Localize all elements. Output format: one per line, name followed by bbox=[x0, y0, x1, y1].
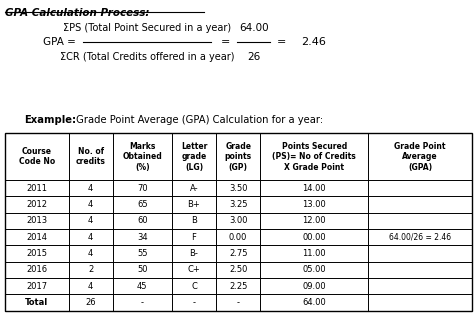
Text: 09.00: 09.00 bbox=[302, 282, 326, 291]
Text: 13.00: 13.00 bbox=[302, 200, 326, 209]
Text: 2.25: 2.25 bbox=[229, 282, 247, 291]
Text: 4: 4 bbox=[88, 233, 93, 242]
Text: 2017: 2017 bbox=[26, 282, 47, 291]
Text: GPA =: GPA = bbox=[43, 37, 75, 47]
Text: =: = bbox=[220, 37, 230, 47]
Text: ΣPS (Total Point Secured in a year): ΣPS (Total Point Secured in a year) bbox=[63, 23, 231, 33]
Text: 2013: 2013 bbox=[26, 216, 47, 225]
Text: 4: 4 bbox=[88, 200, 93, 209]
Text: Example:: Example: bbox=[24, 115, 76, 125]
Text: 4: 4 bbox=[88, 249, 93, 258]
Text: No. of
credits: No. of credits bbox=[76, 147, 106, 166]
Text: C: C bbox=[191, 282, 197, 291]
Text: 11.00: 11.00 bbox=[302, 249, 326, 258]
Text: =: = bbox=[277, 37, 287, 47]
Text: F: F bbox=[191, 233, 196, 242]
Text: 64.00/26 = 2.46: 64.00/26 = 2.46 bbox=[389, 233, 451, 242]
Text: 45: 45 bbox=[137, 282, 147, 291]
Text: 00.00: 00.00 bbox=[302, 233, 326, 242]
Text: 70: 70 bbox=[137, 184, 148, 192]
Text: C+: C+ bbox=[188, 265, 201, 274]
Text: 0.00: 0.00 bbox=[229, 233, 247, 242]
Text: A-: A- bbox=[190, 184, 198, 192]
Text: Grade
points
(GP): Grade points (GP) bbox=[225, 142, 252, 171]
Text: 14.00: 14.00 bbox=[302, 184, 326, 192]
Text: 4: 4 bbox=[88, 184, 93, 192]
Text: B+: B+ bbox=[188, 200, 201, 209]
Text: -: - bbox=[141, 298, 144, 307]
Text: 4: 4 bbox=[88, 282, 93, 291]
Text: 3.50: 3.50 bbox=[229, 184, 247, 192]
Text: 2011: 2011 bbox=[26, 184, 47, 192]
Text: Marks
Obtained
(%): Marks Obtained (%) bbox=[122, 142, 162, 171]
Text: 2012: 2012 bbox=[26, 200, 47, 209]
Text: 26: 26 bbox=[247, 52, 260, 62]
Text: B-: B- bbox=[190, 249, 199, 258]
Text: 64.00: 64.00 bbox=[239, 23, 268, 33]
Text: B: B bbox=[191, 216, 197, 225]
Text: ΣCR (Total Credits offered in a year): ΣCR (Total Credits offered in a year) bbox=[60, 52, 234, 62]
Text: 2016: 2016 bbox=[26, 265, 47, 274]
Text: 2: 2 bbox=[88, 265, 93, 274]
Text: 26: 26 bbox=[85, 298, 96, 307]
Text: 05.00: 05.00 bbox=[302, 265, 326, 274]
Text: 64.00: 64.00 bbox=[302, 298, 326, 307]
Text: 12.00: 12.00 bbox=[302, 216, 326, 225]
Text: 60: 60 bbox=[137, 216, 148, 225]
Text: Total: Total bbox=[25, 298, 48, 307]
Text: 2.75: 2.75 bbox=[229, 249, 247, 258]
Text: -: - bbox=[237, 298, 240, 307]
Text: Points Secured
(PS)= No of Credits
X Grade Point: Points Secured (PS)= No of Credits X Gra… bbox=[273, 142, 356, 171]
Text: Grade Point
Average
(GPA): Grade Point Average (GPA) bbox=[394, 142, 446, 171]
Text: 50: 50 bbox=[137, 265, 147, 274]
Bar bbox=[5, 133, 472, 311]
Text: Course
Code No: Course Code No bbox=[18, 147, 55, 166]
Text: 2.50: 2.50 bbox=[229, 265, 247, 274]
Text: 3.25: 3.25 bbox=[229, 200, 247, 209]
Text: 2015: 2015 bbox=[26, 249, 47, 258]
Text: GPA Calculation Process:: GPA Calculation Process: bbox=[5, 8, 149, 18]
Text: -: - bbox=[192, 298, 195, 307]
Text: 2014: 2014 bbox=[26, 233, 47, 242]
Text: 3.00: 3.00 bbox=[229, 216, 247, 225]
Text: 55: 55 bbox=[137, 249, 147, 258]
Text: Grade Point Average (GPA) Calculation for a year:: Grade Point Average (GPA) Calculation fo… bbox=[73, 115, 324, 125]
Text: 2.46: 2.46 bbox=[301, 37, 326, 47]
Text: 65: 65 bbox=[137, 200, 148, 209]
Text: 4: 4 bbox=[88, 216, 93, 225]
Text: 34: 34 bbox=[137, 233, 148, 242]
Text: Letter
grade
(LG): Letter grade (LG) bbox=[181, 142, 207, 171]
